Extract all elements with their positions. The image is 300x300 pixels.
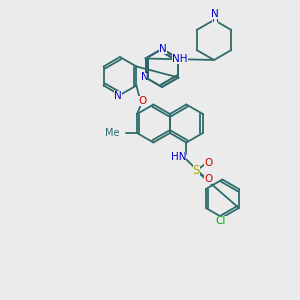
Text: O: O: [204, 173, 212, 184]
Text: N: N: [114, 91, 122, 101]
Text: NH: NH: [172, 54, 188, 64]
Text: O: O: [204, 158, 212, 167]
Text: N: N: [141, 73, 148, 82]
Text: S: S: [193, 164, 200, 177]
Text: Cl: Cl: [215, 215, 226, 226]
Text: H: H: [212, 14, 218, 23]
Text: N: N: [159, 44, 167, 54]
Text: Me: Me: [106, 128, 120, 138]
Text: N: N: [211, 9, 219, 19]
Text: O: O: [138, 95, 147, 106]
Text: HN: HN: [171, 152, 186, 161]
